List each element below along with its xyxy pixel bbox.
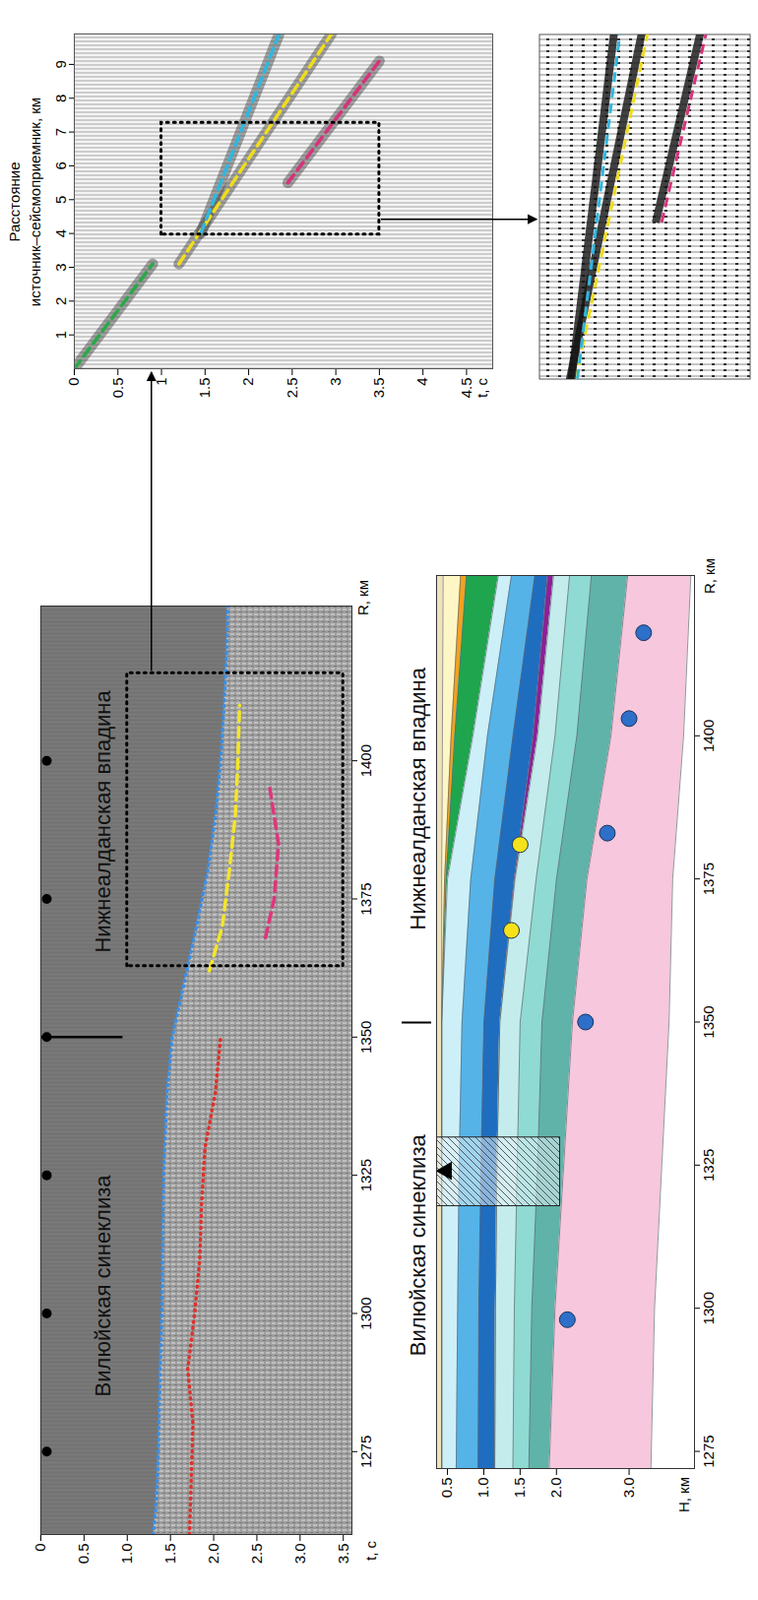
svg-text:9: 9 (52, 60, 69, 68)
svg-text:R, км: R, км (700, 558, 718, 594)
svg-text:R, км: R, км (354, 579, 372, 616)
svg-text:источник–сейсмоприемник, км: источник–сейсмоприемник, км (26, 97, 44, 307)
svg-text:1: 1 (152, 378, 170, 386)
svg-text:3.5: 3.5 (370, 378, 387, 399)
svg-text:8: 8 (52, 94, 69, 103)
svg-text:Вилюйская синеклиза: Вилюйская синеклиза (90, 1174, 116, 1397)
svg-text:1.5: 1.5 (195, 378, 213, 399)
svg-text:0: 0 (64, 378, 82, 386)
svg-text:1.0: 1.0 (474, 1477, 492, 1499)
svg-text:2.5: 2.5 (283, 378, 301, 399)
svg-text:Нижнеалданская впадина: Нижнеалданская впадина (90, 690, 116, 953)
svg-text:1300: 1300 (357, 1296, 375, 1329)
svg-text:1275: 1275 (699, 1434, 717, 1467)
svg-text:t, с: t, с (362, 1539, 379, 1561)
svg-text:3: 3 (52, 262, 69, 271)
svg-text:3.0: 3.0 (620, 1477, 637, 1499)
svg-text:0.5: 0.5 (74, 1543, 92, 1565)
svg-text:1400: 1400 (699, 719, 717, 753)
svg-text:1350: 1350 (357, 1020, 375, 1054)
svg-text:Расстояние: Расстояние (5, 161, 23, 242)
svg-text:1275: 1275 (357, 1435, 375, 1468)
svg-text:2.0: 2.0 (204, 1543, 222, 1565)
svg-text:2.5: 2.5 (248, 1543, 265, 1565)
svg-text:0.5: 0.5 (109, 378, 127, 399)
svg-text:1.0: 1.0 (118, 1543, 135, 1565)
svg-text:1: 1 (52, 330, 69, 339)
svg-text:1325: 1325 (699, 1148, 717, 1182)
svg-text:3.0: 3.0 (291, 1543, 309, 1565)
svg-text:H, км: H, км (675, 1476, 693, 1513)
svg-text:3: 3 (326, 378, 344, 386)
svg-text:4: 4 (52, 229, 69, 238)
svg-text:1350: 1350 (699, 1005, 717, 1038)
svg-text:2: 2 (52, 297, 69, 306)
svg-text:1375: 1375 (357, 882, 375, 915)
svg-text:1300: 1300 (699, 1291, 717, 1325)
svg-text:2.0: 2.0 (547, 1477, 565, 1499)
svg-text:7: 7 (52, 127, 69, 136)
svg-text:Вилюйская синеклиза: Вилюйская синеклиза (405, 1134, 431, 1357)
svg-text:t, с: t, с (473, 378, 491, 399)
svg-text:0: 0 (31, 1543, 49, 1552)
svg-text:1400: 1400 (357, 744, 375, 777)
svg-text:1375: 1375 (699, 862, 717, 895)
svg-text:1325: 1325 (357, 1158, 375, 1192)
svg-text:2: 2 (239, 378, 256, 386)
svg-text:Нижнеалданская впадина: Нижнеалданская впадина (405, 666, 431, 930)
svg-text:6: 6 (52, 161, 69, 170)
svg-text:4: 4 (413, 378, 431, 386)
svg-text:1.5: 1.5 (510, 1477, 528, 1499)
svg-text:0.5: 0.5 (438, 1477, 455, 1499)
svg-text:1.5: 1.5 (161, 1543, 179, 1565)
svg-text:3.5: 3.5 (334, 1543, 352, 1565)
svg-text:5: 5 (52, 195, 69, 204)
svg-text:4.5: 4.5 (457, 378, 475, 399)
